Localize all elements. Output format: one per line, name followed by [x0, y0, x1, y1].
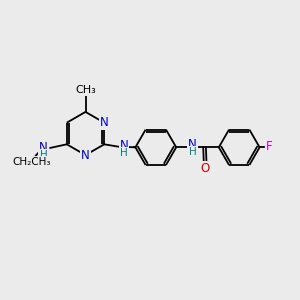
- Text: N: N: [120, 139, 128, 152]
- Text: N: N: [100, 116, 109, 129]
- Text: H: H: [40, 149, 48, 160]
- Text: CH₂CH₃: CH₂CH₃: [12, 157, 51, 167]
- Text: N: N: [39, 141, 48, 154]
- Text: N: N: [188, 138, 197, 152]
- Text: F: F: [266, 140, 272, 153]
- Text: CH₃: CH₃: [75, 85, 96, 95]
- Text: H: H: [189, 147, 196, 157]
- Text: O: O: [200, 162, 210, 176]
- Text: N: N: [81, 148, 90, 162]
- Text: H: H: [120, 148, 128, 158]
